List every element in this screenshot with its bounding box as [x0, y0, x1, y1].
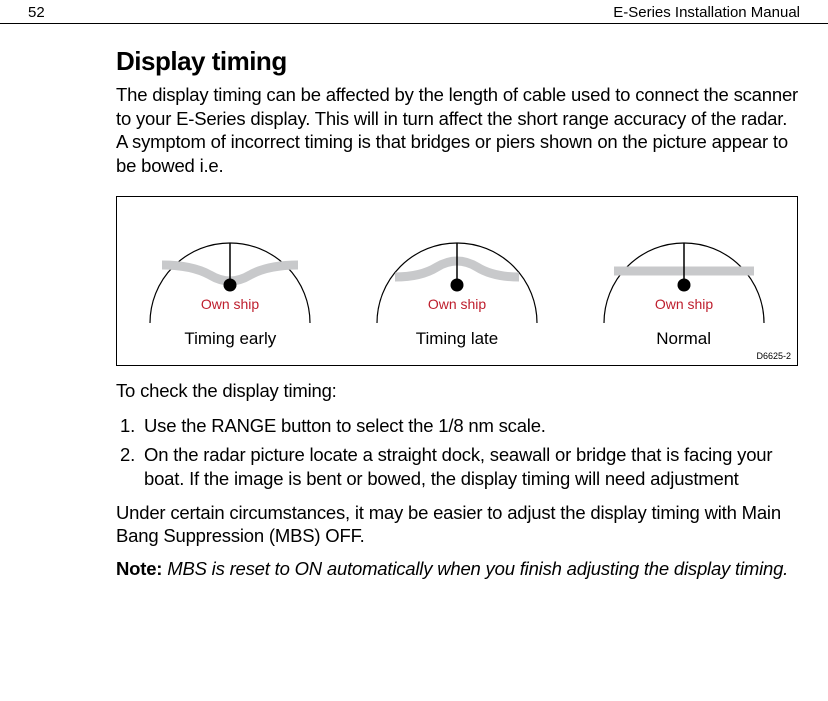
- ownship-label: Own ship: [201, 296, 260, 312]
- radar-normal-icon: Own ship: [584, 205, 784, 323]
- subfig-late: Own ship Timing late: [347, 205, 567, 349]
- note-label: Note:: [116, 558, 162, 579]
- tail-paragraph: Under certain circumstances, it may be e…: [116, 501, 800, 548]
- ownship-label: Own ship: [428, 296, 487, 312]
- figure-reference: D6625-2: [756, 351, 791, 361]
- caption-early: Timing early: [184, 329, 276, 349]
- page-content: Display timing The display timing can be…: [0, 24, 828, 580]
- subfig-early: Own ship Timing early: [120, 205, 340, 349]
- steps-list: Use the RANGE button to select the 1/8 n…: [116, 414, 800, 491]
- caption-late: Timing late: [416, 329, 499, 349]
- page-number: 52: [28, 4, 45, 21]
- timing-figure: Own ship Timing early Own ship Timing la…: [116, 196, 798, 366]
- caption-normal: Normal: [656, 329, 711, 349]
- step-item: On the radar picture locate a straight d…: [140, 443, 800, 490]
- section-heading: Display timing: [116, 46, 800, 77]
- intro-paragraph: The display timing can be affected by th…: [116, 83, 800, 178]
- page-header: 52 E-Series Installation Manual: [0, 0, 828, 24]
- doc-title: E-Series Installation Manual: [613, 4, 800, 21]
- step-item: Use the RANGE button to select the 1/8 n…: [140, 414, 800, 438]
- note-line: Note: MBS is reset to ON automatically w…: [116, 558, 800, 580]
- subfig-normal: Own ship Normal: [574, 205, 794, 349]
- note-body: MBS is reset to ON automatically when yo…: [167, 558, 788, 579]
- check-lead: To check the display timing:: [116, 380, 800, 402]
- ownship-label: Own ship: [654, 296, 713, 312]
- radar-early-icon: Own ship: [130, 205, 330, 323]
- radar-late-icon: Own ship: [357, 205, 557, 323]
